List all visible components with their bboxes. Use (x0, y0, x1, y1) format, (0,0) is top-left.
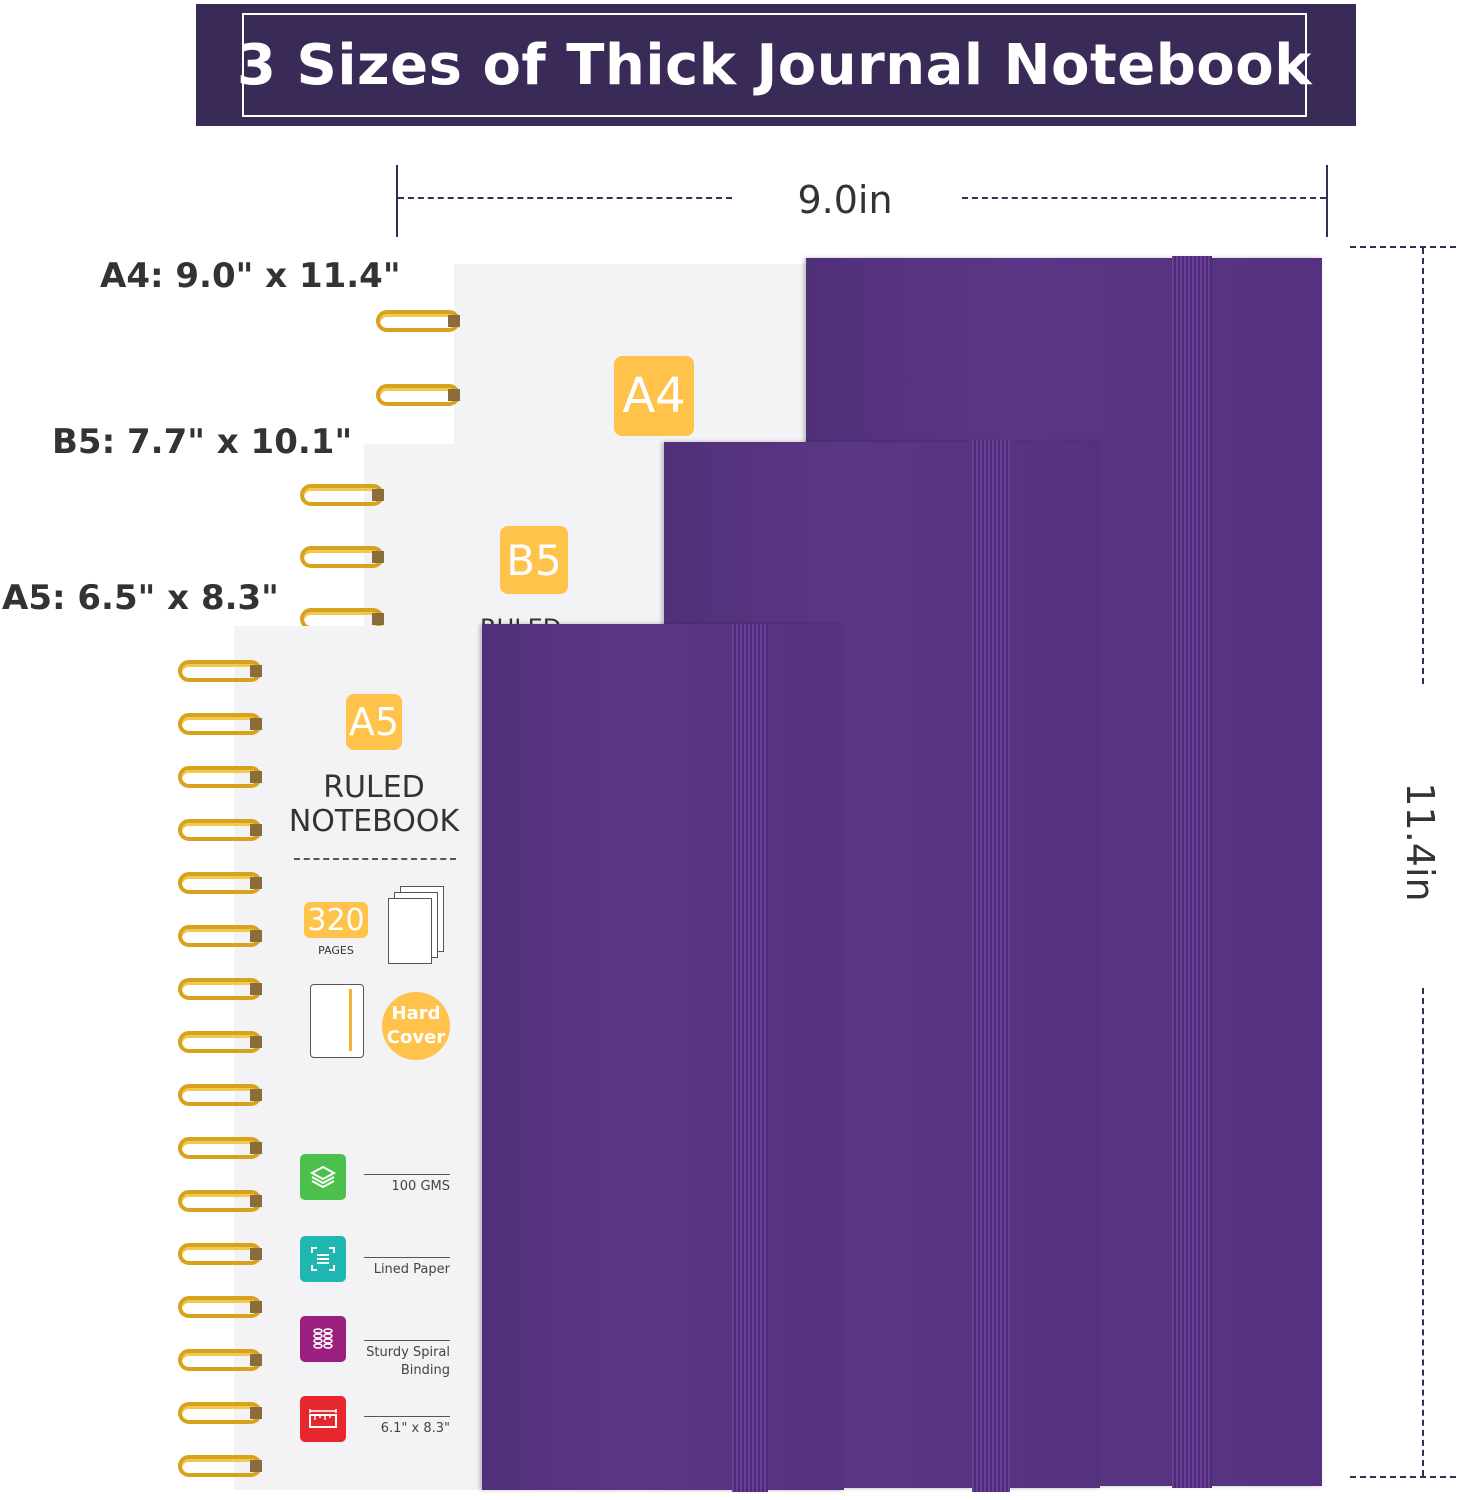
paper-stack-icon (388, 886, 444, 964)
spiral-ring (178, 978, 262, 1000)
feature-spiral-text: Sturdy Spiral Binding (366, 1345, 450, 1378)
spiral-ring (178, 1031, 262, 1053)
a5-title-line2: NOTEBOOK (288, 804, 460, 839)
spiral-ring (178, 1137, 262, 1159)
feature-lined-text: Lined Paper (373, 1262, 450, 1277)
elastic-band (732, 624, 768, 1492)
height-dimension-line-bottom (1422, 988, 1424, 1476)
notebook-a5: A5 RULED NOTEBOOK 320 PAGES Hard Cover 1… (176, 624, 846, 1492)
spiral-ring (178, 766, 262, 788)
a4-size-badge: A4 (614, 356, 694, 436)
spiral-ring (300, 484, 384, 506)
feature-line (364, 1340, 450, 1341)
spiral-ring (178, 1190, 262, 1212)
width-dimension-left-tick (396, 165, 398, 237)
height-dimension-bottom-tick (1350, 1476, 1456, 1478)
spiral-ring (178, 1455, 262, 1477)
height-dimension-line-top (1422, 248, 1424, 684)
spiral-ring (178, 925, 262, 947)
pages-label: PAGES (318, 944, 354, 957)
elastic-band (972, 440, 1010, 1492)
feature-gsm-text: 100 GMS (391, 1179, 451, 1194)
layers-icon (300, 1154, 346, 1200)
spiral-ring (178, 819, 262, 841)
size-label-b5: B5: 7.7" x 10.1" (52, 422, 353, 462)
hard-cover-line1: Hard (391, 1003, 441, 1024)
elastic-band (1172, 256, 1212, 1488)
spiral-ring (178, 1084, 262, 1106)
spiral-ring (376, 384, 460, 406)
feature-size-text: 6.1" x 8.3" (380, 1421, 450, 1436)
notebook-icon (310, 984, 364, 1058)
b5-partial-title: RULED (480, 614, 561, 626)
a5-title-line1: RULED (323, 770, 425, 805)
width-dimension-line-right (962, 197, 1326, 199)
spiral-ring (376, 310, 460, 332)
spiral-ring (178, 1296, 262, 1318)
title-banner (196, 4, 1356, 126)
spiral-ring (300, 546, 384, 568)
pages-count-badge: 320 (304, 902, 368, 938)
spiral-ring (178, 713, 262, 735)
a5-size-badge: A5 (346, 694, 402, 750)
ruler-icon (300, 1396, 346, 1442)
spiral-icon (300, 1316, 346, 1362)
spiral-ring (178, 1243, 262, 1265)
title-divider (294, 858, 456, 860)
width-dimension-line-left (398, 197, 732, 199)
height-dimension-top-tick (1350, 246, 1456, 248)
notebook-a5-front-page (234, 626, 484, 1490)
feature-line (364, 1174, 450, 1175)
size-label-a5: A5: 6.5" x 8.3" (2, 578, 279, 618)
spiral-ring (178, 660, 262, 682)
notebook-a5-cover (482, 624, 844, 1490)
width-dimension-label: 9.0in (797, 178, 893, 222)
height-dimension-label: 11.4in (1398, 782, 1442, 902)
width-dimension-right-tick (1326, 165, 1328, 237)
hard-cover-line2: Cover (386, 1027, 446, 1048)
hard-cover-badge: Hard Cover (382, 992, 450, 1060)
spiral-ring (178, 1349, 262, 1371)
b5-size-badge: B5 (500, 526, 568, 594)
spiral-ring (178, 872, 262, 894)
size-label-a4: A4: 9.0" x 11.4" (100, 256, 401, 296)
page-title: 3 Sizes of Thick Journal Notebook (237, 13, 1311, 117)
feature-line (364, 1416, 450, 1417)
feature-line (364, 1257, 450, 1258)
spiral-ring (178, 1402, 262, 1424)
lined-paper-icon (300, 1236, 346, 1282)
